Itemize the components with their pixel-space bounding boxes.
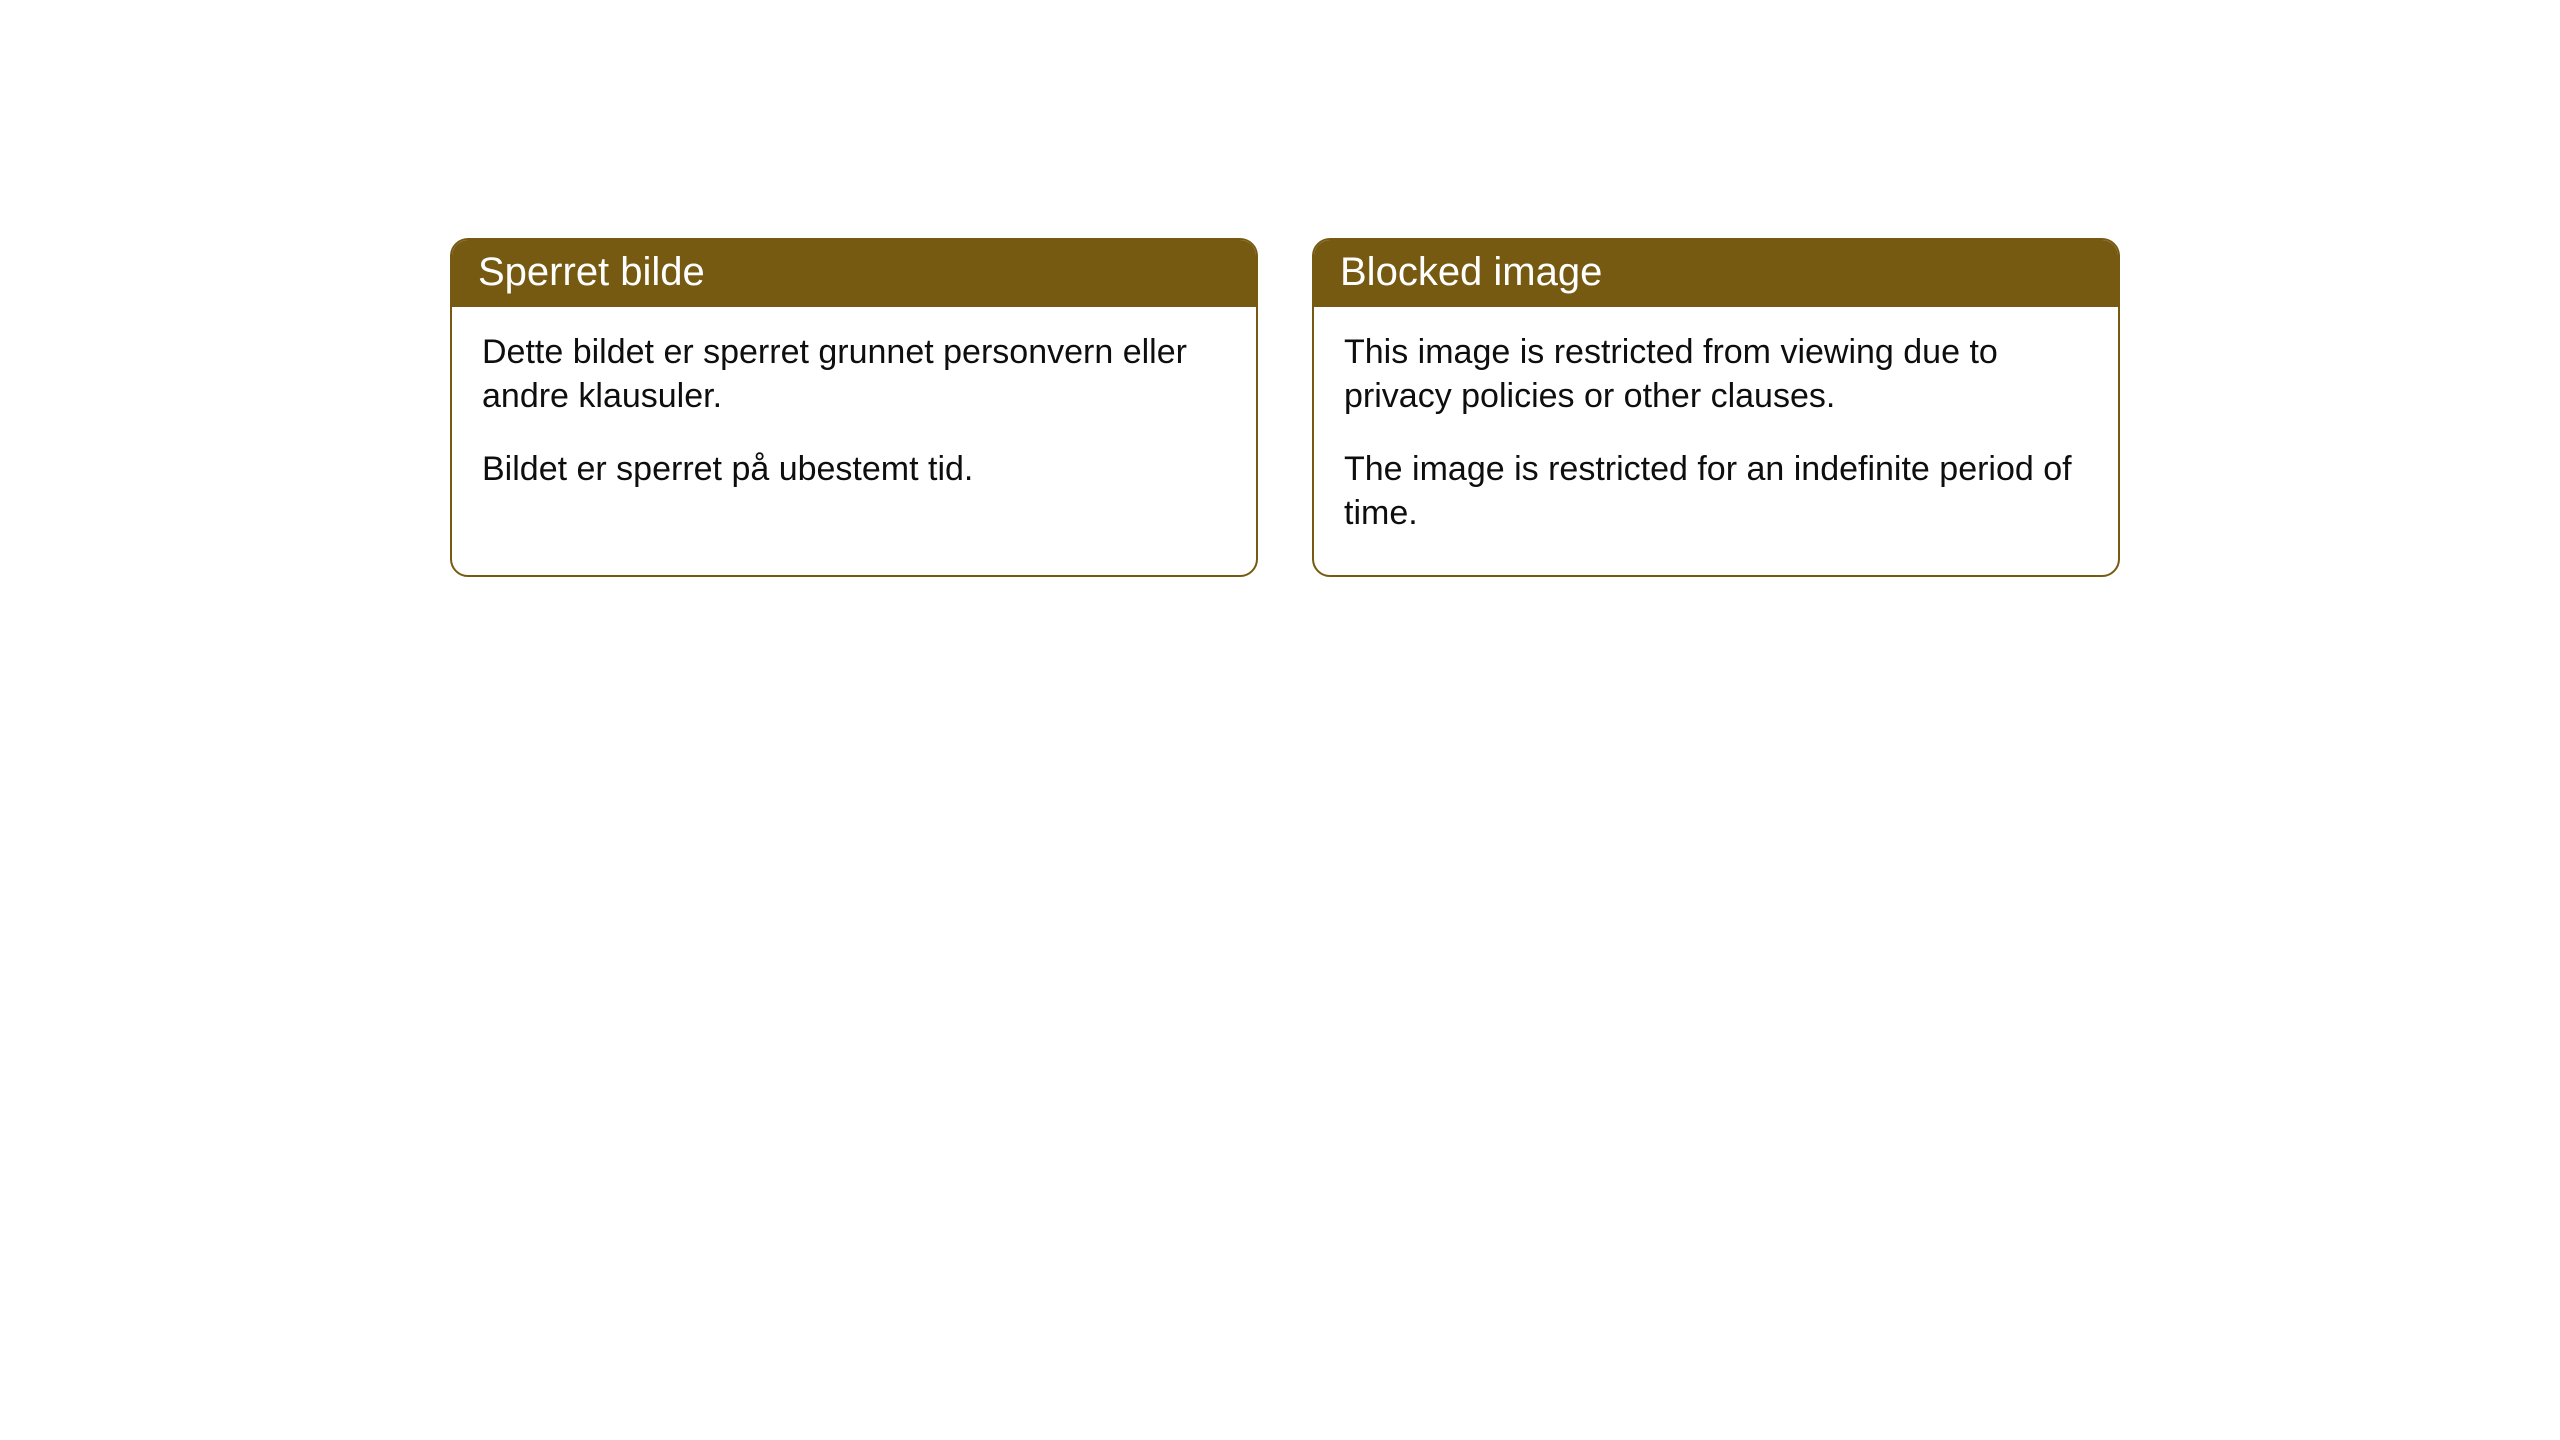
notice-card-title: Sperret bilde	[452, 240, 1256, 307]
notice-card-title: Blocked image	[1314, 240, 2118, 307]
notice-paragraph: The image is restricted for an indefinit…	[1344, 448, 2088, 535]
notice-card-english: Blocked image This image is restricted f…	[1312, 238, 2120, 577]
notice-paragraph: Bildet er sperret på ubestemt tid.	[482, 448, 1226, 492]
notice-cards-container: Sperret bilde Dette bildet er sperret gr…	[450, 238, 2120, 577]
notice-paragraph: Dette bildet er sperret grunnet personve…	[482, 331, 1226, 418]
notice-paragraph: This image is restricted from viewing du…	[1344, 331, 2088, 418]
notice-card-body: Dette bildet er sperret grunnet personve…	[452, 307, 1256, 532]
notice-card-body: This image is restricted from viewing du…	[1314, 307, 2118, 575]
notice-card-norwegian: Sperret bilde Dette bildet er sperret gr…	[450, 238, 1258, 577]
